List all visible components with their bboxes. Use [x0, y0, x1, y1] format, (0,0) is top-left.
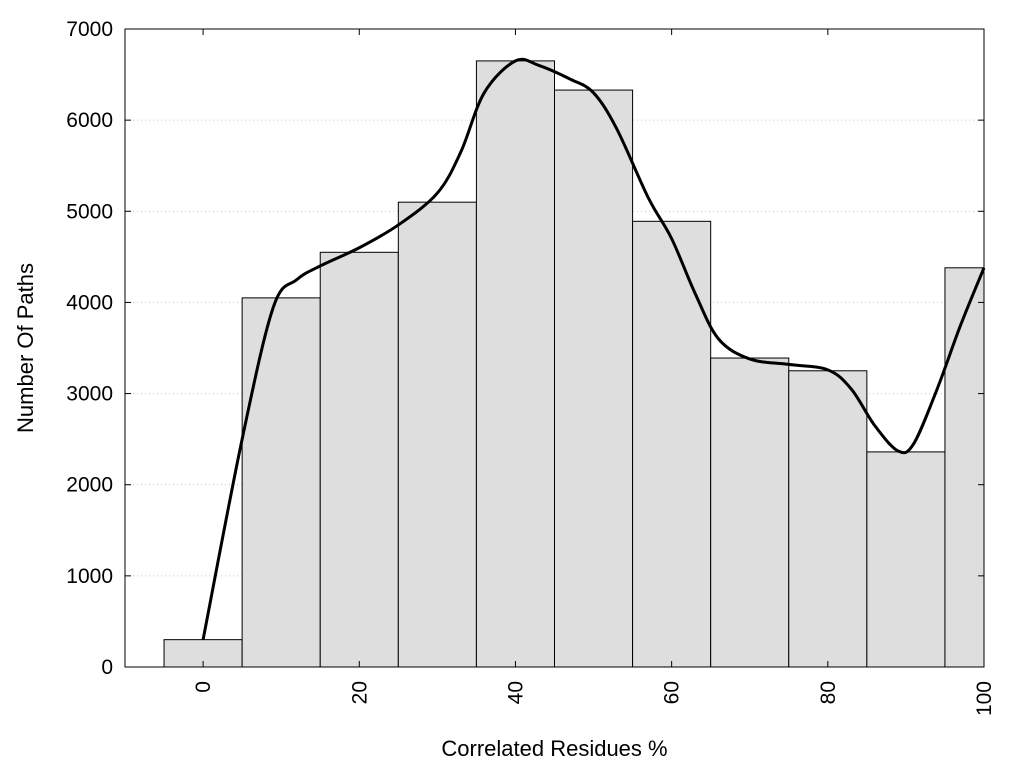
y-tick-label: 3000 — [66, 383, 113, 406]
x-axis-label: Correlated Residues % — [441, 736, 667, 761]
x-tick-label: 100 — [973, 681, 996, 716]
y-axis-label: Number Of Paths — [13, 263, 38, 433]
x-tick-label: 80 — [817, 681, 840, 704]
y-axis-ticks: 0 1000 2000 3000 4000 5000 6000 7000 — [66, 18, 984, 679]
histogram-bar — [554, 89, 634, 668]
histogram-bar — [710, 357, 790, 668]
histogram-bar — [866, 451, 946, 668]
smooth-curve — [201, 57, 986, 640]
x-tick-label: 0 — [192, 681, 215, 693]
histogram-bar — [241, 297, 321, 668]
y-tick-label: 6000 — [66, 109, 113, 132]
y-tick-label: 0 — [101, 656, 113, 679]
y-tick-label: 2000 — [66, 474, 113, 497]
histogram-bar — [788, 370, 868, 668]
y-tick-label: 4000 — [66, 291, 113, 314]
x-tick-label: 40 — [504, 681, 527, 704]
y-tick-label: 7000 — [66, 18, 113, 41]
x-axis-ticks: 0 20 40 60 80 100 — [192, 29, 996, 716]
histogram-bar — [397, 201, 477, 668]
y-tick-label: 1000 — [66, 565, 113, 588]
plot-frame — [124, 28, 985, 668]
x-tick-label: 20 — [348, 681, 371, 704]
y-tick-label: 5000 — [66, 200, 113, 223]
histogram-bar — [319, 251, 399, 668]
histogram-bar — [632, 220, 712, 668]
x-tick-label: 60 — [661, 681, 684, 704]
histogram-bar — [475, 60, 555, 668]
bars — [163, 60, 985, 668]
histogram-bar — [944, 267, 985, 668]
